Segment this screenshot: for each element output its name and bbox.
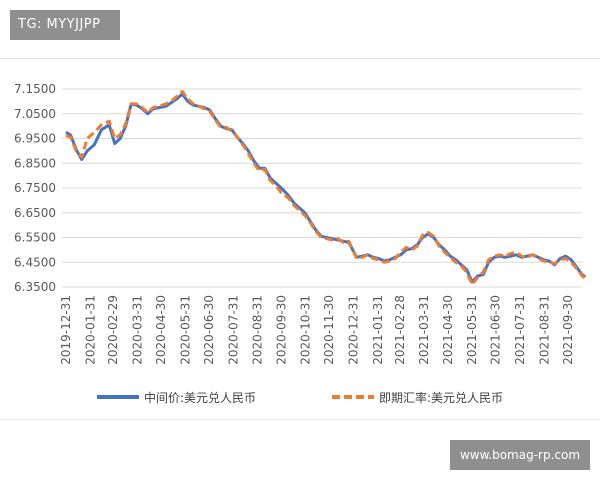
x-tick-label: 2020-04-30 (154, 295, 168, 365)
x-tick-label: 2021-09-30 (561, 295, 575, 365)
y-tick-label: 7.0500 (14, 107, 56, 121)
x-tick-label: 2020-06-30 (202, 295, 216, 365)
x-tick-label: 2021-04-30 (441, 295, 455, 365)
x-tick-label: 2020-07-31 (226, 295, 240, 365)
x-tick-label: 2020-12-31 (347, 295, 361, 365)
y-tick-label: 6.7500 (14, 181, 56, 195)
x-tick-label: 2020-01-31 (83, 295, 97, 365)
x-axis-ticks: 2019-12-31 2020-01-31 2020-02-29 2020-03-31… (59, 295, 575, 365)
x-tick-label: 2020-08-31 (251, 295, 265, 365)
x-tick-label: 2020-02-29 (106, 295, 120, 365)
top-left-watermark: TG: MYYJJPP (10, 10, 120, 40)
x-tick-label: 2020-05-31 (178, 295, 192, 365)
y-tick-label: 6.6500 (14, 206, 56, 220)
bottom-right-watermark: www.bomag-rp.com (450, 440, 590, 470)
x-tick-label: 2021-02-28 (393, 295, 407, 365)
y-tick-label: 6.9500 (14, 132, 56, 146)
x-tick-label: 2021-05-31 (465, 295, 479, 365)
legend: 中间价:美元兑人民币 即期汇率:美元兑人民币 (97, 390, 503, 405)
y-axis-ticks: 7.1500 7.0500 6.9500 6.8500 6.7500 6.6500 6.55… (14, 82, 56, 294)
y-tick-label: 6.4500 (14, 255, 56, 269)
x-tick-label: 2021-03-31 (417, 295, 431, 365)
x-tick-label: 2021-08-31 (537, 295, 551, 365)
chart-container: 7.1500 7.0500 6.9500 6.8500 6.7500 6.6500 6.55… (0, 58, 600, 420)
x-tick-label: 2021-01-31 (371, 295, 385, 365)
y-tick-label: 7.1500 (14, 82, 56, 96)
fx-line-chart: 7.1500 7.0500 6.9500 6.8500 6.7500 6.6500 6.55… (14, 82, 587, 405)
y-tick-label: 6.5500 (14, 231, 56, 245)
x-tick-label: 2020-09-30 (274, 295, 288, 365)
x-tick-label: 2021-07-31 (513, 295, 527, 365)
legend-label: 即期汇率:美元兑人民币 (379, 390, 503, 405)
x-tick-label: 2019-12-31 (59, 295, 73, 365)
series-spot-rate-line (65, 90, 587, 286)
x-tick-label: 2020-11-30 (322, 295, 336, 365)
x-tick-label: 2020-10-31 (299, 295, 313, 365)
series-lines (65, 90, 587, 286)
legend-label: 中间价:美元兑人民币 (144, 390, 256, 405)
x-tick-label: 2020-03-31 (130, 295, 144, 365)
y-tick-label: 6.8500 (14, 156, 56, 170)
y-tick-label: 6.3500 (14, 280, 56, 294)
x-tick-label: 2021-06-30 (489, 295, 503, 365)
